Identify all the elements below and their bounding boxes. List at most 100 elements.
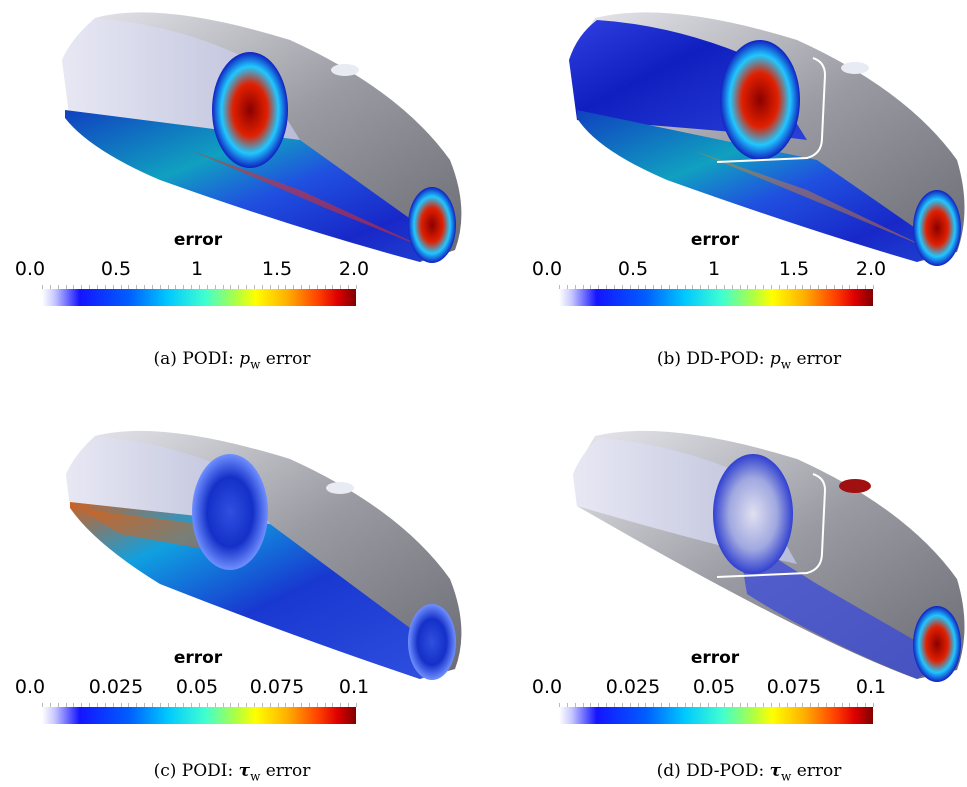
colorbar-minor-tick xyxy=(645,703,646,707)
colorbar-minor-tick xyxy=(849,285,850,289)
colorbar-tick: 0.0 xyxy=(532,258,562,280)
car-error-render xyxy=(0,0,483,300)
colorbar-minor-tick xyxy=(795,285,796,289)
colorbar-minor-tick xyxy=(645,285,646,289)
colorbar-tick: 0.0 xyxy=(532,676,562,698)
colorbar-minor-tick xyxy=(128,703,129,707)
colorbar-minor-tick xyxy=(278,703,279,707)
colorbar-minor-tick xyxy=(763,285,764,289)
colorbar-minor-tick xyxy=(183,285,184,289)
colorbar-minor-tick xyxy=(590,285,591,289)
colorbar-minor-tick xyxy=(191,703,192,707)
colorbar-minor-tick xyxy=(606,703,607,707)
colorbar-minor-tick xyxy=(223,285,224,289)
colorbar-minor-tick xyxy=(285,703,286,707)
colorbar-minor-tick xyxy=(598,703,599,707)
colorbar-minor-tick xyxy=(787,703,788,707)
colorbar-minor-tick xyxy=(66,703,67,707)
colorbar-minor-tick xyxy=(348,703,349,707)
colorbar-minor-tick xyxy=(175,285,176,289)
colorbar xyxy=(559,707,873,724)
colorbar-tick: 1 xyxy=(708,258,720,280)
colorbar-minor-tick xyxy=(89,703,90,707)
colorbar-minor-tick xyxy=(732,703,733,707)
colorbar-minor-tick xyxy=(199,703,200,707)
colorbar-minor-tick xyxy=(724,703,725,707)
colorbar-minor-tick xyxy=(755,703,756,707)
colorbar-minor-tick xyxy=(293,285,294,289)
colorbar-minor-tick xyxy=(73,703,74,707)
colorbar-tick: 0.025 xyxy=(606,676,660,698)
colorbar-minor-tick xyxy=(653,703,654,707)
colorbar-minor-tick xyxy=(834,285,835,289)
colorbar-minor-tick xyxy=(873,285,874,289)
colorbar-minor-tick xyxy=(66,285,67,289)
colorbar-minor-tick xyxy=(677,285,678,289)
colorbar-minor-tick xyxy=(309,285,310,289)
panel-b: error 0.0 0.5 1 1.5 2.0 (b) DD-POD: pw e… xyxy=(517,0,967,393)
colorbar-minor-tick xyxy=(669,285,670,289)
colorbar-tick: 0.025 xyxy=(89,676,143,698)
colorbar-tick: 1.5 xyxy=(262,258,292,280)
figure-caption: (a) PODI: pw error xyxy=(154,349,311,371)
colorbar-minor-tick xyxy=(97,703,98,707)
colorbar-minor-tick xyxy=(332,285,333,289)
colorbar-minor-tick xyxy=(716,703,717,707)
colorbar-minor-tick xyxy=(802,703,803,707)
colorbar-minor-tick xyxy=(583,285,584,289)
colorbar-minor-tick xyxy=(152,285,153,289)
colorbar-minor-tick xyxy=(223,703,224,707)
colorbar-minor-tick xyxy=(747,285,748,289)
car-error-render xyxy=(517,0,967,300)
panel-d: error 0.0 0.025 0.05 0.075 0.1 (d) DD-PO… xyxy=(517,394,967,787)
colorbar-minor-tick xyxy=(270,285,271,289)
colorbar-minor-tick xyxy=(113,285,114,289)
colorbar-minor-tick xyxy=(614,703,615,707)
colorbar-minor-tick xyxy=(262,285,263,289)
colorbar-tick: 1.5 xyxy=(779,258,809,280)
colorbar-minor-tick xyxy=(787,285,788,289)
colorbar-minor-tick xyxy=(653,285,654,289)
colorbar-minor-tick xyxy=(160,703,161,707)
colorbar-minor-tick xyxy=(58,285,59,289)
colorbar-minor-tick xyxy=(175,703,176,707)
colorbar-tick: 2.0 xyxy=(856,258,886,280)
colorbar-minor-tick xyxy=(50,285,51,289)
colorbar-tick: 0.0 xyxy=(15,258,45,280)
colorbar-minor-tick xyxy=(810,703,811,707)
figure-caption: (b) DD-POD: pw error xyxy=(657,349,841,371)
colorbar-minor-tick xyxy=(669,703,670,707)
colorbar-tick: 2.0 xyxy=(339,258,369,280)
colorbar-minor-tick xyxy=(583,703,584,707)
colorbar-minor-tick xyxy=(606,285,607,289)
colorbar-tick: 0.1 xyxy=(856,676,886,698)
colorbar-minor-tick xyxy=(301,285,302,289)
colorbar-minor-tick xyxy=(614,285,615,289)
colorbar-minor-tick xyxy=(708,285,709,289)
colorbar-minor-tick xyxy=(121,285,122,289)
colorbar-minor-tick xyxy=(677,703,678,707)
colorbar-minor-tick xyxy=(795,703,796,707)
colorbar-minor-tick xyxy=(42,703,43,707)
colorbar-title: error xyxy=(138,648,258,668)
colorbar-minor-tick xyxy=(105,703,106,707)
colorbar-tick: 0.5 xyxy=(618,258,648,280)
colorbar-minor-tick xyxy=(348,285,349,289)
colorbar-minor-tick xyxy=(230,285,231,289)
colorbar-minor-tick xyxy=(89,285,90,289)
colorbar-tick: 0.075 xyxy=(767,676,821,698)
colorbar-minor-tick xyxy=(293,703,294,707)
colorbar-tick: 0.075 xyxy=(250,676,304,698)
colorbar-title: error xyxy=(655,648,775,668)
colorbar-minor-tick xyxy=(317,703,318,707)
colorbar xyxy=(42,707,356,724)
colorbar-minor-tick xyxy=(285,285,286,289)
colorbar-minor-tick xyxy=(50,703,51,707)
colorbar-tick: 0.05 xyxy=(693,676,735,698)
colorbar-tick: 0.5 xyxy=(101,258,131,280)
colorbar-minor-tick xyxy=(160,285,161,289)
colorbar-minor-tick xyxy=(105,285,106,289)
figure-caption: (c) PODI: τw error xyxy=(154,761,311,783)
colorbar-minor-tick xyxy=(638,703,639,707)
colorbar-minor-tick xyxy=(622,285,623,289)
